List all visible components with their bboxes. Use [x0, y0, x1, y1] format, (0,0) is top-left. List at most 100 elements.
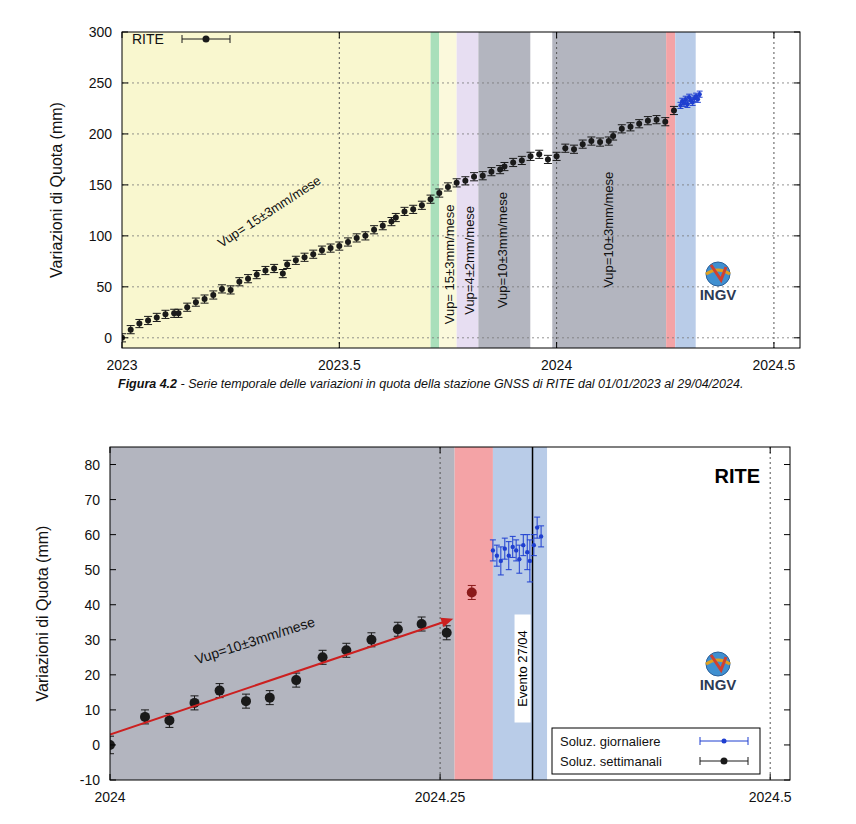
tick-label-y: -10	[80, 772, 100, 788]
tick-y-right	[794, 184, 800, 185]
tick-y-right	[784, 499, 790, 500]
tick-label-y: 30	[84, 632, 100, 648]
error-bar	[361, 232, 369, 240]
error-bar	[418, 201, 426, 209]
data-point	[284, 261, 290, 267]
error-bar	[370, 226, 378, 234]
legend-symbol-line	[182, 35, 230, 43]
data-point	[310, 251, 316, 257]
error-bar	[444, 183, 452, 191]
tick-label-x: 2024.25	[415, 789, 466, 805]
tick-label-y: 80	[84, 457, 100, 473]
error-bar	[561, 144, 569, 152]
tick-x	[556, 342, 557, 348]
error-bar	[490, 540, 496, 561]
data-point	[610, 133, 616, 139]
error-bar	[538, 526, 544, 547]
tick-y	[122, 184, 128, 185]
tick-label-y: 20	[84, 667, 100, 683]
error-bar	[544, 155, 552, 163]
tick-y	[110, 534, 116, 535]
error-bar	[335, 242, 343, 250]
tick-x-top	[556, 32, 557, 38]
error-bar	[479, 172, 487, 180]
error-bar	[653, 116, 661, 124]
tick-x-top	[770, 447, 771, 453]
figure-caption: Figura 4.2 - Serie temporale delle varia…	[118, 377, 743, 391]
error-bar	[443, 626, 451, 640]
phase-band	[455, 447, 493, 780]
data-point	[662, 119, 668, 125]
error-bar	[553, 152, 561, 160]
error-bar	[218, 285, 226, 293]
error-bar	[392, 213, 400, 221]
phase-band	[457, 32, 479, 348]
tick-x	[110, 774, 111, 780]
tick-y-right	[784, 744, 790, 745]
error-bar	[235, 278, 243, 286]
data-point	[654, 117, 660, 123]
plot-frame	[110, 447, 790, 780]
tick-x-top	[122, 32, 123, 38]
error-bar	[684, 101, 690, 107]
phase-band	[110, 447, 455, 780]
error-bar	[579, 140, 587, 148]
data-point	[136, 321, 142, 327]
phase-band	[431, 32, 440, 348]
tick-x	[339, 342, 340, 348]
chart-1: 20242024.252024.5-1001020304050607080Var…	[34, 447, 792, 805]
tick-x-top	[773, 32, 774, 38]
data-point	[393, 215, 399, 221]
tick-y	[110, 604, 116, 605]
tick-x	[773, 342, 774, 348]
plot-frame	[122, 32, 800, 348]
tick-y-right	[794, 235, 800, 236]
error-bar	[209, 291, 217, 299]
data-point	[606, 138, 612, 144]
error-bar	[527, 152, 535, 160]
tick-y-right	[784, 639, 790, 640]
arrow-head	[440, 618, 453, 627]
data-point	[491, 548, 495, 552]
data-point	[164, 715, 174, 725]
tick-label-x: 2023.5	[318, 357, 361, 373]
error-bar	[301, 253, 309, 261]
plot-area	[110, 447, 770, 780]
data-point	[510, 159, 516, 165]
error-bar	[344, 238, 352, 246]
grid-line-y	[122, 184, 800, 185]
tick-y	[110, 464, 116, 465]
phase-band	[439, 32, 456, 348]
data-point	[554, 153, 560, 159]
data-point	[280, 271, 286, 277]
tick-y	[110, 569, 116, 570]
data-point	[319, 247, 325, 253]
data-point	[685, 102, 689, 106]
data-point	[525, 550, 529, 554]
data-point	[336, 243, 342, 249]
logo-globe	[706, 262, 730, 286]
data-point	[697, 92, 701, 96]
chart-0: 20232023.520242024.5050100150200250300Va…	[48, 24, 800, 373]
error-bar	[427, 195, 435, 203]
error-bar	[487, 168, 495, 176]
data-point	[241, 696, 251, 706]
data-point	[202, 296, 208, 302]
plot-area	[122, 32, 800, 348]
error-bar	[379, 222, 387, 230]
data-point	[219, 286, 225, 292]
phase-band	[493, 447, 547, 780]
tick-y	[110, 744, 116, 745]
data-point	[645, 118, 651, 124]
tick-y-right	[794, 286, 800, 287]
grid-line-x	[773, 32, 774, 348]
caption-text: - Serie temporale delle variazioni in qu…	[177, 377, 743, 391]
axis-title-y: Variazioni di Quota (mm)	[34, 526, 51, 702]
error-bar	[635, 120, 643, 128]
data-point	[462, 178, 468, 184]
data-point	[442, 628, 452, 638]
data-point	[215, 686, 225, 696]
error-bar	[127, 326, 135, 334]
error-bar	[670, 106, 678, 114]
tick-label-x: 2024	[94, 789, 125, 805]
